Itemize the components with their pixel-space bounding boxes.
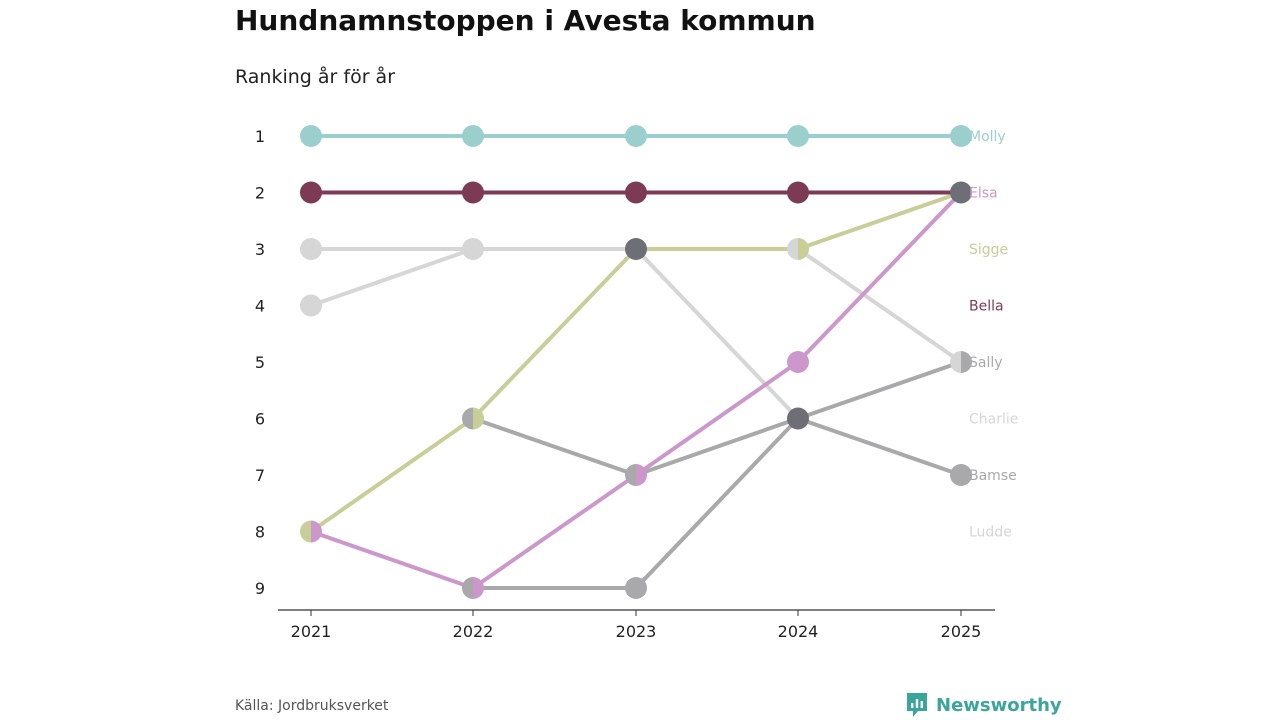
series-line-ludde bbox=[309, 247, 963, 364]
data-point bbox=[300, 125, 322, 147]
series-line-sally bbox=[471, 360, 963, 590]
data-point bbox=[462, 407, 473, 430]
data-point bbox=[462, 577, 473, 599]
x-tick-label: 2021 bbox=[291, 622, 332, 641]
data-point bbox=[625, 181, 647, 204]
y-tick-label: 8 bbox=[255, 523, 265, 542]
data-point bbox=[462, 181, 484, 204]
data-point bbox=[473, 577, 484, 599]
series-label-sally: Sally bbox=[969, 355, 1003, 371]
data-point bbox=[787, 407, 809, 430]
y-tick-label: 2 bbox=[255, 184, 265, 203]
data-point bbox=[950, 125, 972, 147]
data-point bbox=[300, 181, 322, 204]
y-tick-label: 1 bbox=[255, 127, 265, 146]
data-point bbox=[300, 238, 322, 260]
newsworthy-logo[interactable]: Newsworthy bbox=[905, 691, 1062, 719]
y-tick-label: 4 bbox=[255, 297, 265, 316]
x-tick-label: 2022 bbox=[453, 622, 494, 641]
data-point bbox=[473, 407, 484, 430]
data-point bbox=[625, 238, 647, 260]
newsworthy-logo-icon bbox=[907, 693, 927, 717]
series-label-molly: Molly bbox=[969, 129, 1006, 145]
data-point bbox=[636, 464, 647, 486]
data-point bbox=[950, 464, 972, 486]
data-point bbox=[787, 238, 798, 260]
data-point bbox=[300, 294, 322, 317]
chart-title: Hundnamnstoppen i Avesta kommun bbox=[235, 4, 816, 37]
series-labels-layer: Charlie Ludde Bamse Sally Bella Sigge Elsa Moll… bbox=[969, 129, 1018, 541]
chart-subtitle: Ranking år för år bbox=[235, 66, 396, 88]
data-point bbox=[625, 125, 647, 147]
data-point bbox=[311, 520, 322, 543]
y-tick-label: 6 bbox=[255, 410, 265, 429]
x-tick-label: 2024 bbox=[778, 622, 819, 641]
series-label-ludde: Ludde bbox=[969, 525, 1012, 541]
y-tick-label: 9 bbox=[255, 579, 265, 598]
series-label-bella: Bella bbox=[969, 299, 1004, 315]
source-note: Källa: Jordbruksverket bbox=[235, 698, 389, 714]
newsworthy-logo-text: Newsworthy bbox=[936, 694, 1062, 716]
data-point bbox=[961, 351, 972, 373]
series-line-bamse bbox=[471, 416, 963, 477]
x-tick-label: 2025 bbox=[941, 622, 982, 641]
data-point bbox=[625, 577, 647, 599]
data-point bbox=[798, 238, 809, 260]
data-point bbox=[625, 464, 636, 486]
data-point bbox=[462, 238, 484, 260]
series-label-elsa: Elsa bbox=[969, 186, 998, 202]
data-point bbox=[787, 125, 809, 147]
data-point bbox=[950, 181, 972, 204]
series-label-sigge: Sigge bbox=[969, 242, 1008, 258]
y-tick-label: 3 bbox=[255, 240, 265, 259]
lines-layer bbox=[309, 134, 963, 590]
data-point bbox=[950, 351, 961, 373]
series-label-bamse: Bamse bbox=[969, 468, 1017, 484]
data-point bbox=[300, 520, 311, 543]
axis-layer: 2021 2022 2023 2024 2025 1 2 3 4 5 6 7 8 9 bbox=[255, 127, 995, 641]
x-tick-label: 2023 bbox=[616, 622, 657, 641]
data-point bbox=[787, 181, 809, 204]
data-point bbox=[462, 125, 484, 147]
y-tick-label: 7 bbox=[255, 466, 265, 485]
y-tick-label: 5 bbox=[255, 353, 265, 372]
data-point bbox=[787, 351, 809, 373]
points-layer bbox=[300, 125, 972, 599]
series-label-charlie: Charlie bbox=[969, 412, 1018, 428]
